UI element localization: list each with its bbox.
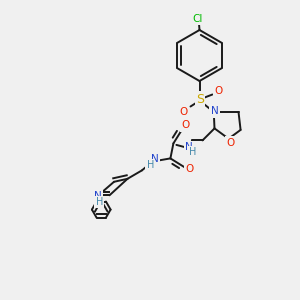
Text: O: O xyxy=(181,120,190,130)
Text: Cl: Cl xyxy=(192,14,202,24)
Text: O: O xyxy=(226,138,235,148)
Text: S: S xyxy=(196,93,204,106)
Text: O: O xyxy=(180,107,188,117)
Text: O: O xyxy=(185,164,194,174)
Text: N: N xyxy=(94,191,101,201)
Text: N: N xyxy=(185,142,193,152)
Text: H: H xyxy=(96,197,103,207)
Text: N: N xyxy=(211,106,218,116)
Text: H: H xyxy=(189,147,197,158)
Text: H: H xyxy=(147,160,154,170)
Text: O: O xyxy=(214,85,223,96)
Text: N: N xyxy=(151,154,158,164)
